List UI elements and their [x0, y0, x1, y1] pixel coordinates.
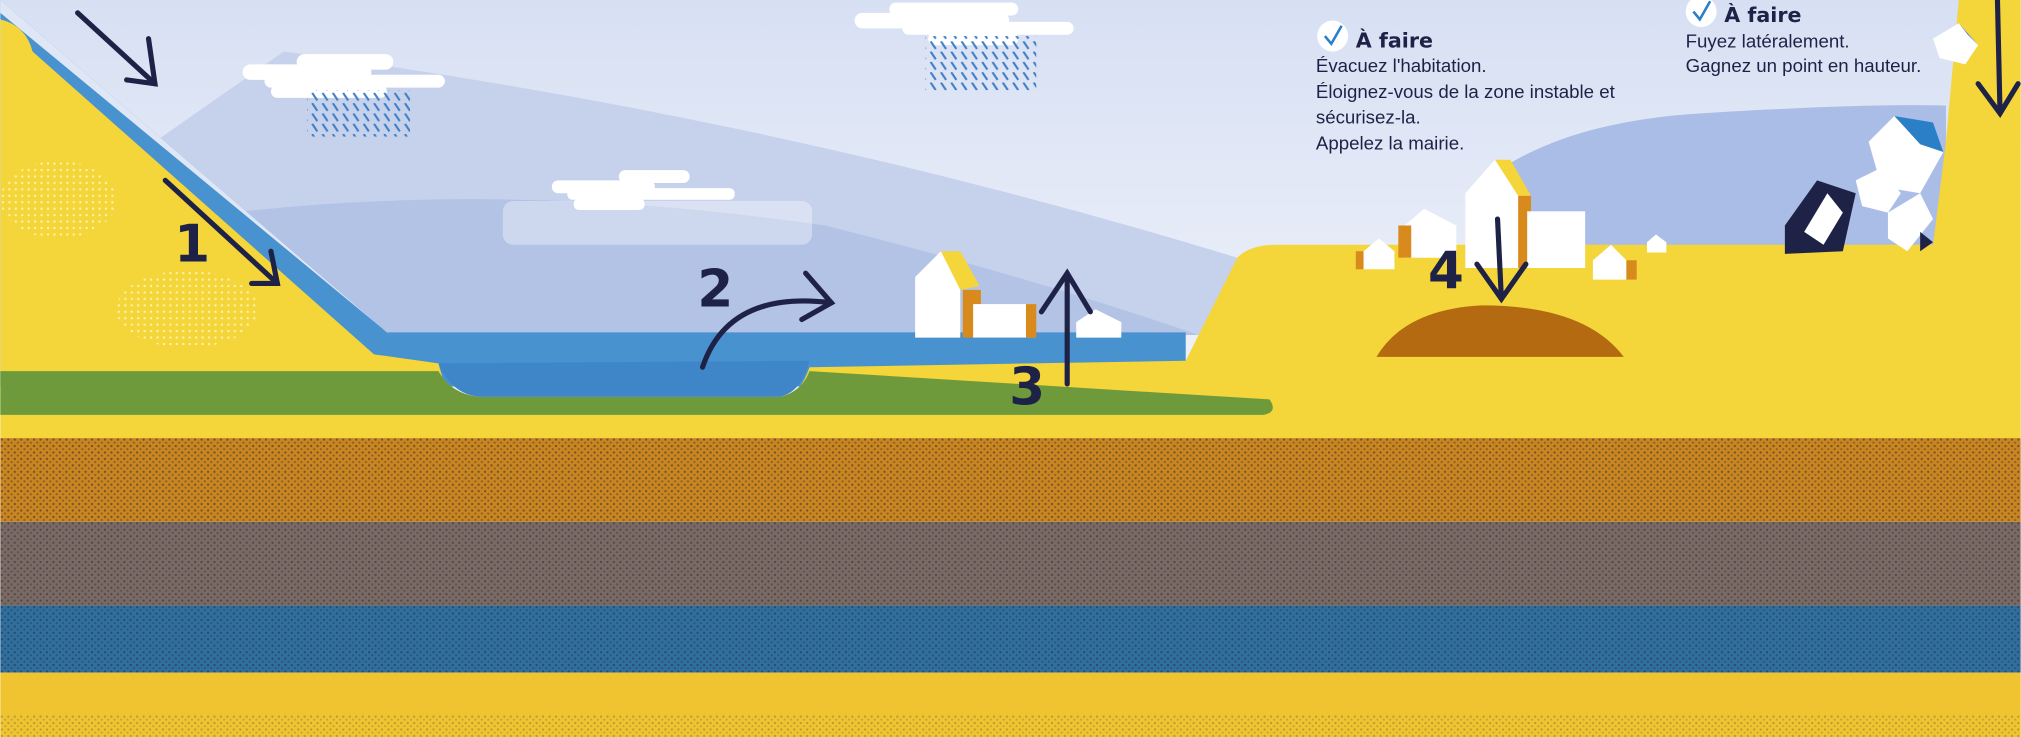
panel-line: Éloignez-vous de la zone instable et	[1316, 81, 1616, 102]
panel-line: Évacuez l'habitation.	[1316, 55, 1487, 76]
soil-texture	[0, 438, 2021, 673]
marker-number: 2	[697, 260, 733, 320]
check-mark	[1323, 25, 1343, 47]
marker-number: 4	[1428, 242, 1464, 302]
mound	[1376, 305, 1624, 357]
check-icon	[1317, 20, 1349, 52]
soil-texture	[0, 715, 2021, 737]
meadow	[0, 371, 1273, 415]
panel-line: Gagnez un point en hauteur.	[1686, 55, 1922, 76]
village	[1355, 159, 1667, 280]
check-mark	[1692, 0, 1712, 22]
panel-line: Fuyez latéralement.	[1686, 31, 1850, 52]
marker-number: 3	[1009, 358, 1045, 418]
texture	[0, 161, 117, 239]
lake-bed	[438, 360, 810, 397]
marker-number: 1	[174, 215, 210, 275]
panel-line: Appelez la mairie.	[1316, 132, 1464, 153]
rain	[307, 90, 411, 137]
panel-line: sécurisez-la.	[1316, 107, 1421, 128]
check-icon	[1685, 0, 1717, 28]
panel-heading: À faire	[1724, 2, 1801, 27]
panel-heading: À faire	[1356, 28, 1433, 53]
houses	[915, 251, 1122, 338]
texture	[116, 270, 259, 348]
arrows	[75, 0, 2021, 387]
action-panel: À faire Fuyez latéralement. Gagnez un po…	[1685, 0, 1922, 76]
rocks	[1784, 23, 1979, 254]
rain	[925, 36, 1037, 91]
action-panel: À faire Évacuez l'habitation. Éloignez-v…	[1316, 20, 1616, 153]
